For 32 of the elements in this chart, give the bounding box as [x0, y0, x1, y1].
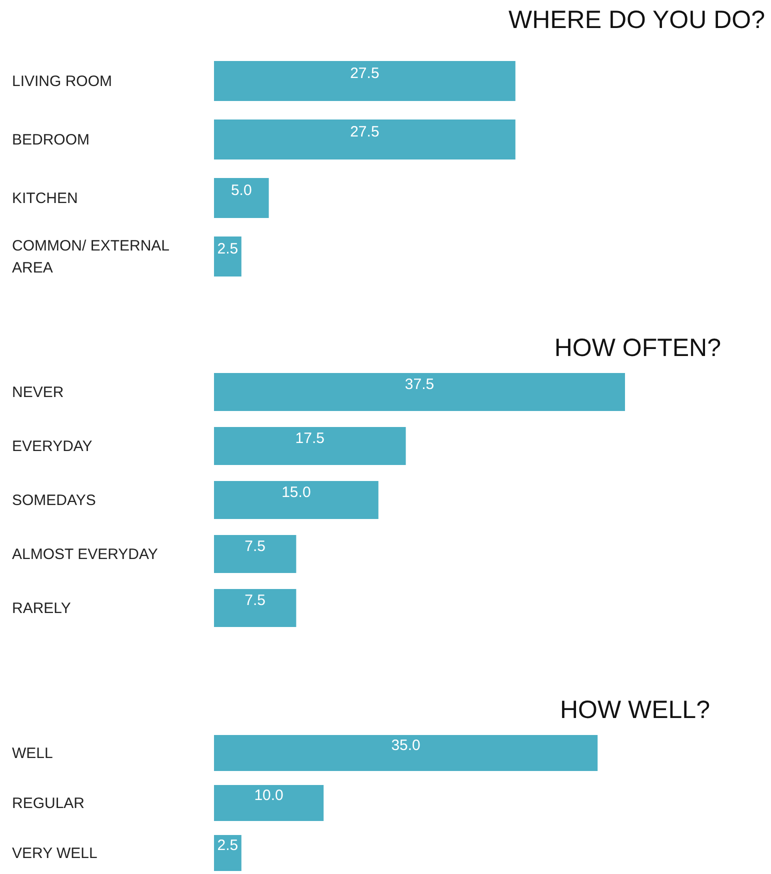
chart-title: HOW WELL?: [560, 696, 710, 724]
data-label: 10.0: [254, 787, 284, 804]
data-label: 2.5: [217, 240, 238, 258]
y-tick-label: RARELY: [12, 600, 71, 617]
bar: [214, 589, 296, 627]
chart-title: HOW OFTEN?: [554, 334, 721, 362]
y-tick-label: LIVING ROOM: [12, 73, 112, 90]
data-label: 7.5: [244, 538, 266, 555]
data-label: 35.0: [391, 737, 420, 754]
bar: [214, 535, 296, 573]
y-tick-label: REGULAR: [12, 795, 85, 812]
data-label: 15.0: [282, 484, 311, 501]
y-tick-label: KITCHEN: [12, 190, 78, 207]
data-label: 7.5: [244, 592, 266, 609]
y-tick-label: EVERYDAY: [12, 438, 92, 455]
bar: [214, 427, 406, 465]
y-tick-label: COMMON/ EXTERNAL AREA: [12, 238, 170, 276]
y-tick-label: ALMOST EVERYDAY: [12, 546, 158, 563]
data-label: 5.0: [230, 182, 252, 199]
bar: [214, 481, 378, 519]
data-label: 17.5: [295, 430, 324, 447]
y-tick-label: BEDROOM: [12, 132, 90, 148]
y-tick-label: SOMEDAYS: [12, 492, 96, 509]
data-label: 2.5: [217, 837, 238, 854]
data-label: 27.5: [350, 65, 380, 82]
y-tick-label: VERY WELL: [12, 845, 98, 862]
data-label: 37.5: [404, 376, 434, 393]
bar: [214, 373, 625, 411]
y-tick-label: WELL: [12, 745, 53, 762]
text: WHERE DO YOU DO?: [508, 6, 765, 34]
data-label: 27.5: [350, 124, 380, 140]
y-tick-label: NEVER: [12, 384, 64, 401]
